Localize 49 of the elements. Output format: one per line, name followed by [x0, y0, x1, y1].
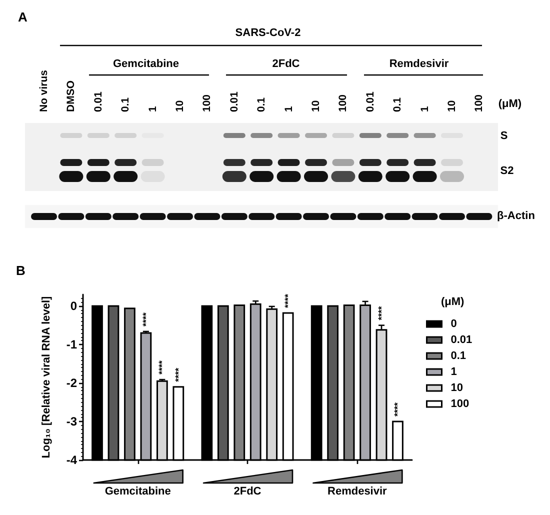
text: Gemcitabine: [112, 58, 180, 70]
data-label: ****: [157, 360, 168, 375]
y-tick-label: -4: [66, 453, 78, 467]
data-label: ****: [376, 306, 387, 320]
data-label: ****: [283, 293, 294, 308]
text: Remdesivir: [389, 58, 450, 70]
text: 1: [146, 106, 159, 112]
legend-label: 1: [450, 366, 457, 378]
text: S2: [500, 165, 514, 177]
legend-title: (μM): [441, 296, 465, 308]
text: 100: [201, 94, 214, 112]
y-tick-label: 0: [70, 299, 78, 314]
legend-label: 100: [450, 398, 470, 410]
text: 0.1: [392, 97, 404, 112]
y-axis-title: Log₁₀ [Relative viral RNA level]: [40, 296, 52, 458]
text: 2FdC: [272, 58, 300, 70]
text: 10: [446, 100, 458, 112]
legend-label: 0.1: [450, 350, 466, 362]
y-tick-label: -1: [66, 338, 78, 352]
text: B: [16, 263, 26, 278]
text: S: [500, 130, 508, 142]
text: DMSO: [65, 80, 78, 112]
text: 1: [418, 106, 431, 112]
text: 0.1: [120, 97, 132, 112]
text: 10: [310, 100, 322, 112]
data-label: ****: [392, 402, 403, 417]
y-tick-label: -2: [66, 376, 78, 390]
data-label: ****: [173, 367, 184, 382]
legend-label: 10: [450, 382, 463, 394]
text: SARS-CoV-2: [235, 27, 301, 39]
legend-label: 0: [450, 318, 457, 330]
x-tick-label: Gemcitabine: [104, 486, 171, 498]
text: 0.01: [364, 91, 376, 112]
text: 1: [282, 106, 295, 112]
legend-label: 0.01: [450, 334, 472, 346]
text: A: [18, 10, 28, 24]
text: 100: [473, 94, 486, 112]
y-tick-label: -3: [66, 414, 78, 429]
text: 0.01: [92, 91, 104, 112]
text: 0.01: [228, 91, 240, 112]
text: (μM): [498, 98, 522, 110]
text: 0.1: [256, 97, 268, 112]
text: No virus: [38, 70, 50, 112]
x-tick-label: 2FdC: [234, 486, 262, 498]
text: β-Actin: [497, 210, 536, 222]
text: 100: [337, 94, 350, 112]
data-label: ****: [140, 312, 151, 326]
text: 10: [174, 100, 186, 112]
x-tick-label: Remdesivir: [328, 486, 388, 498]
